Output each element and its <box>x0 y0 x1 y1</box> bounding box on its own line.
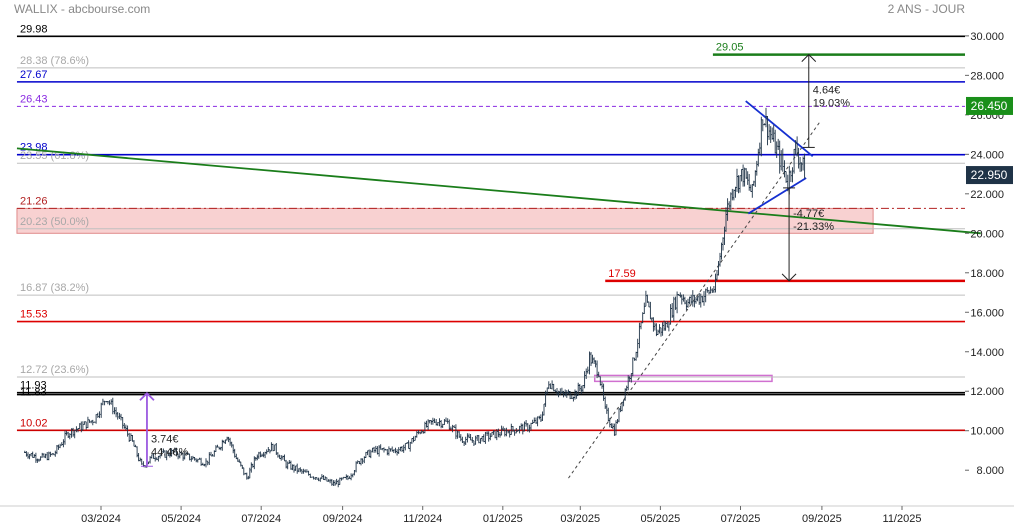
x-tick-label-4: 11/2024 <box>403 513 442 525</box>
x-tick-label-9: 09/2025 <box>802 513 842 525</box>
y-tick-label-10: 28.000 <box>970 70 1004 82</box>
y-tick-label-8: 24.000 <box>970 149 1004 161</box>
level-label-12: 12.72 (23.6%) <box>20 364 89 376</box>
y-tick-label-6: 20.000 <box>970 228 1004 240</box>
level-label-8: 20.23 (50.0%) <box>20 216 89 228</box>
y-tick-label-0: 8.000 <box>976 465 1004 477</box>
x-tick-label-5: 01/2025 <box>483 513 523 525</box>
x-tick-label-2: 07/2024 <box>241 513 281 525</box>
level-label-9: 17.59 <box>608 268 636 280</box>
x-tick-label-3: 09/2024 <box>323 513 363 525</box>
measure-label-amount-past-move: 3.74€ <box>151 434 179 446</box>
trendline-pennant-upper <box>745 100 814 157</box>
measure-label-pct-downside-target: -21.33% <box>793 221 834 233</box>
price-series <box>24 107 806 488</box>
y-tick-label-11: 30.000 <box>970 31 1004 43</box>
trendline-uptrend-support <box>568 122 820 479</box>
x-tick-label-10: 11/2025 <box>883 513 922 525</box>
x-tick-label-6: 03/2025 <box>560 513 600 525</box>
x-tick-label-7: 05/2025 <box>641 513 681 525</box>
last-close-tag-text: 26.450 <box>971 99 1008 113</box>
price-tags: 26.450 22.950 <box>966 96 1013 185</box>
secondary-price-tag-text: 22.950 <box>971 168 1008 182</box>
price-bars <box>24 107 806 488</box>
level-label-2: 28.38 (78.6%) <box>20 55 89 67</box>
measurement-arrows: 4.64€19.03% -4.77€-21.33% 3.74€44.46% <box>139 53 851 467</box>
trendline-pennant-lower <box>747 177 807 215</box>
level-label-1: 29.05 <box>716 42 744 54</box>
y-tick-label-5: 18.000 <box>970 268 1004 280</box>
y-tick-label-2: 12.000 <box>970 386 1004 398</box>
x-tick-label-0: 03/2024 <box>81 513 121 525</box>
y-tick-label-3: 14.000 <box>970 347 1004 359</box>
y-tick-label-4: 16.000 <box>970 307 1004 319</box>
level-label-3: 27.67 <box>20 69 48 81</box>
measure-label-amount-upside-target: 4.64€ <box>813 84 841 96</box>
measure-label-amount-downside-target: -4.77€ <box>793 208 824 220</box>
level-label-10: 16.87 (38.2%) <box>20 282 89 294</box>
measure-label-pct-past-move: 44.46% <box>151 447 189 459</box>
level-label-15: 10.02 <box>20 417 48 429</box>
measure-arrowhead-upside-target <box>801 53 817 62</box>
level-label-14: 11.83 <box>20 387 47 399</box>
last-close-tag-bg <box>966 96 1013 115</box>
measure-label-pct-upside-target: 19.03% <box>813 97 851 109</box>
chart-title: WALLIX - abcbourse.com <box>14 2 150 16</box>
trendlines <box>16 100 981 479</box>
y-tick-label-7: 22.000 <box>970 189 1004 201</box>
y-axis: 8.000 10.000 12.000 14.000 16.000 18.000 20.00… <box>965 31 1004 477</box>
level-label-11: 15.53 <box>20 309 48 321</box>
measure-arrowhead-downside-target <box>781 273 797 282</box>
level-label-0: 29.98 <box>20 23 48 35</box>
level-label-4: 26.43 <box>20 93 48 105</box>
x-tick-label-1: 05/2024 <box>161 513 201 525</box>
x-tick-label-8: 07/2025 <box>721 513 761 525</box>
trendline-long-downtrend <box>16 147 981 235</box>
small-zone-rect <box>593 374 773 383</box>
measure-arrowhead-past-move <box>139 391 155 401</box>
secondary-price-tag-bg <box>966 166 1013 185</box>
level-label-13: 11.93 <box>20 380 47 392</box>
x-axis: 03/2024 05/2024 07/2024 09/2024 11/2024 01/20… <box>0 505 1014 525</box>
chart-period-label: 2 ANS - JOUR <box>888 2 966 16</box>
level-label-7: 21.26 <box>20 195 48 207</box>
y-tick-label-1: 10.000 <box>970 426 1004 438</box>
